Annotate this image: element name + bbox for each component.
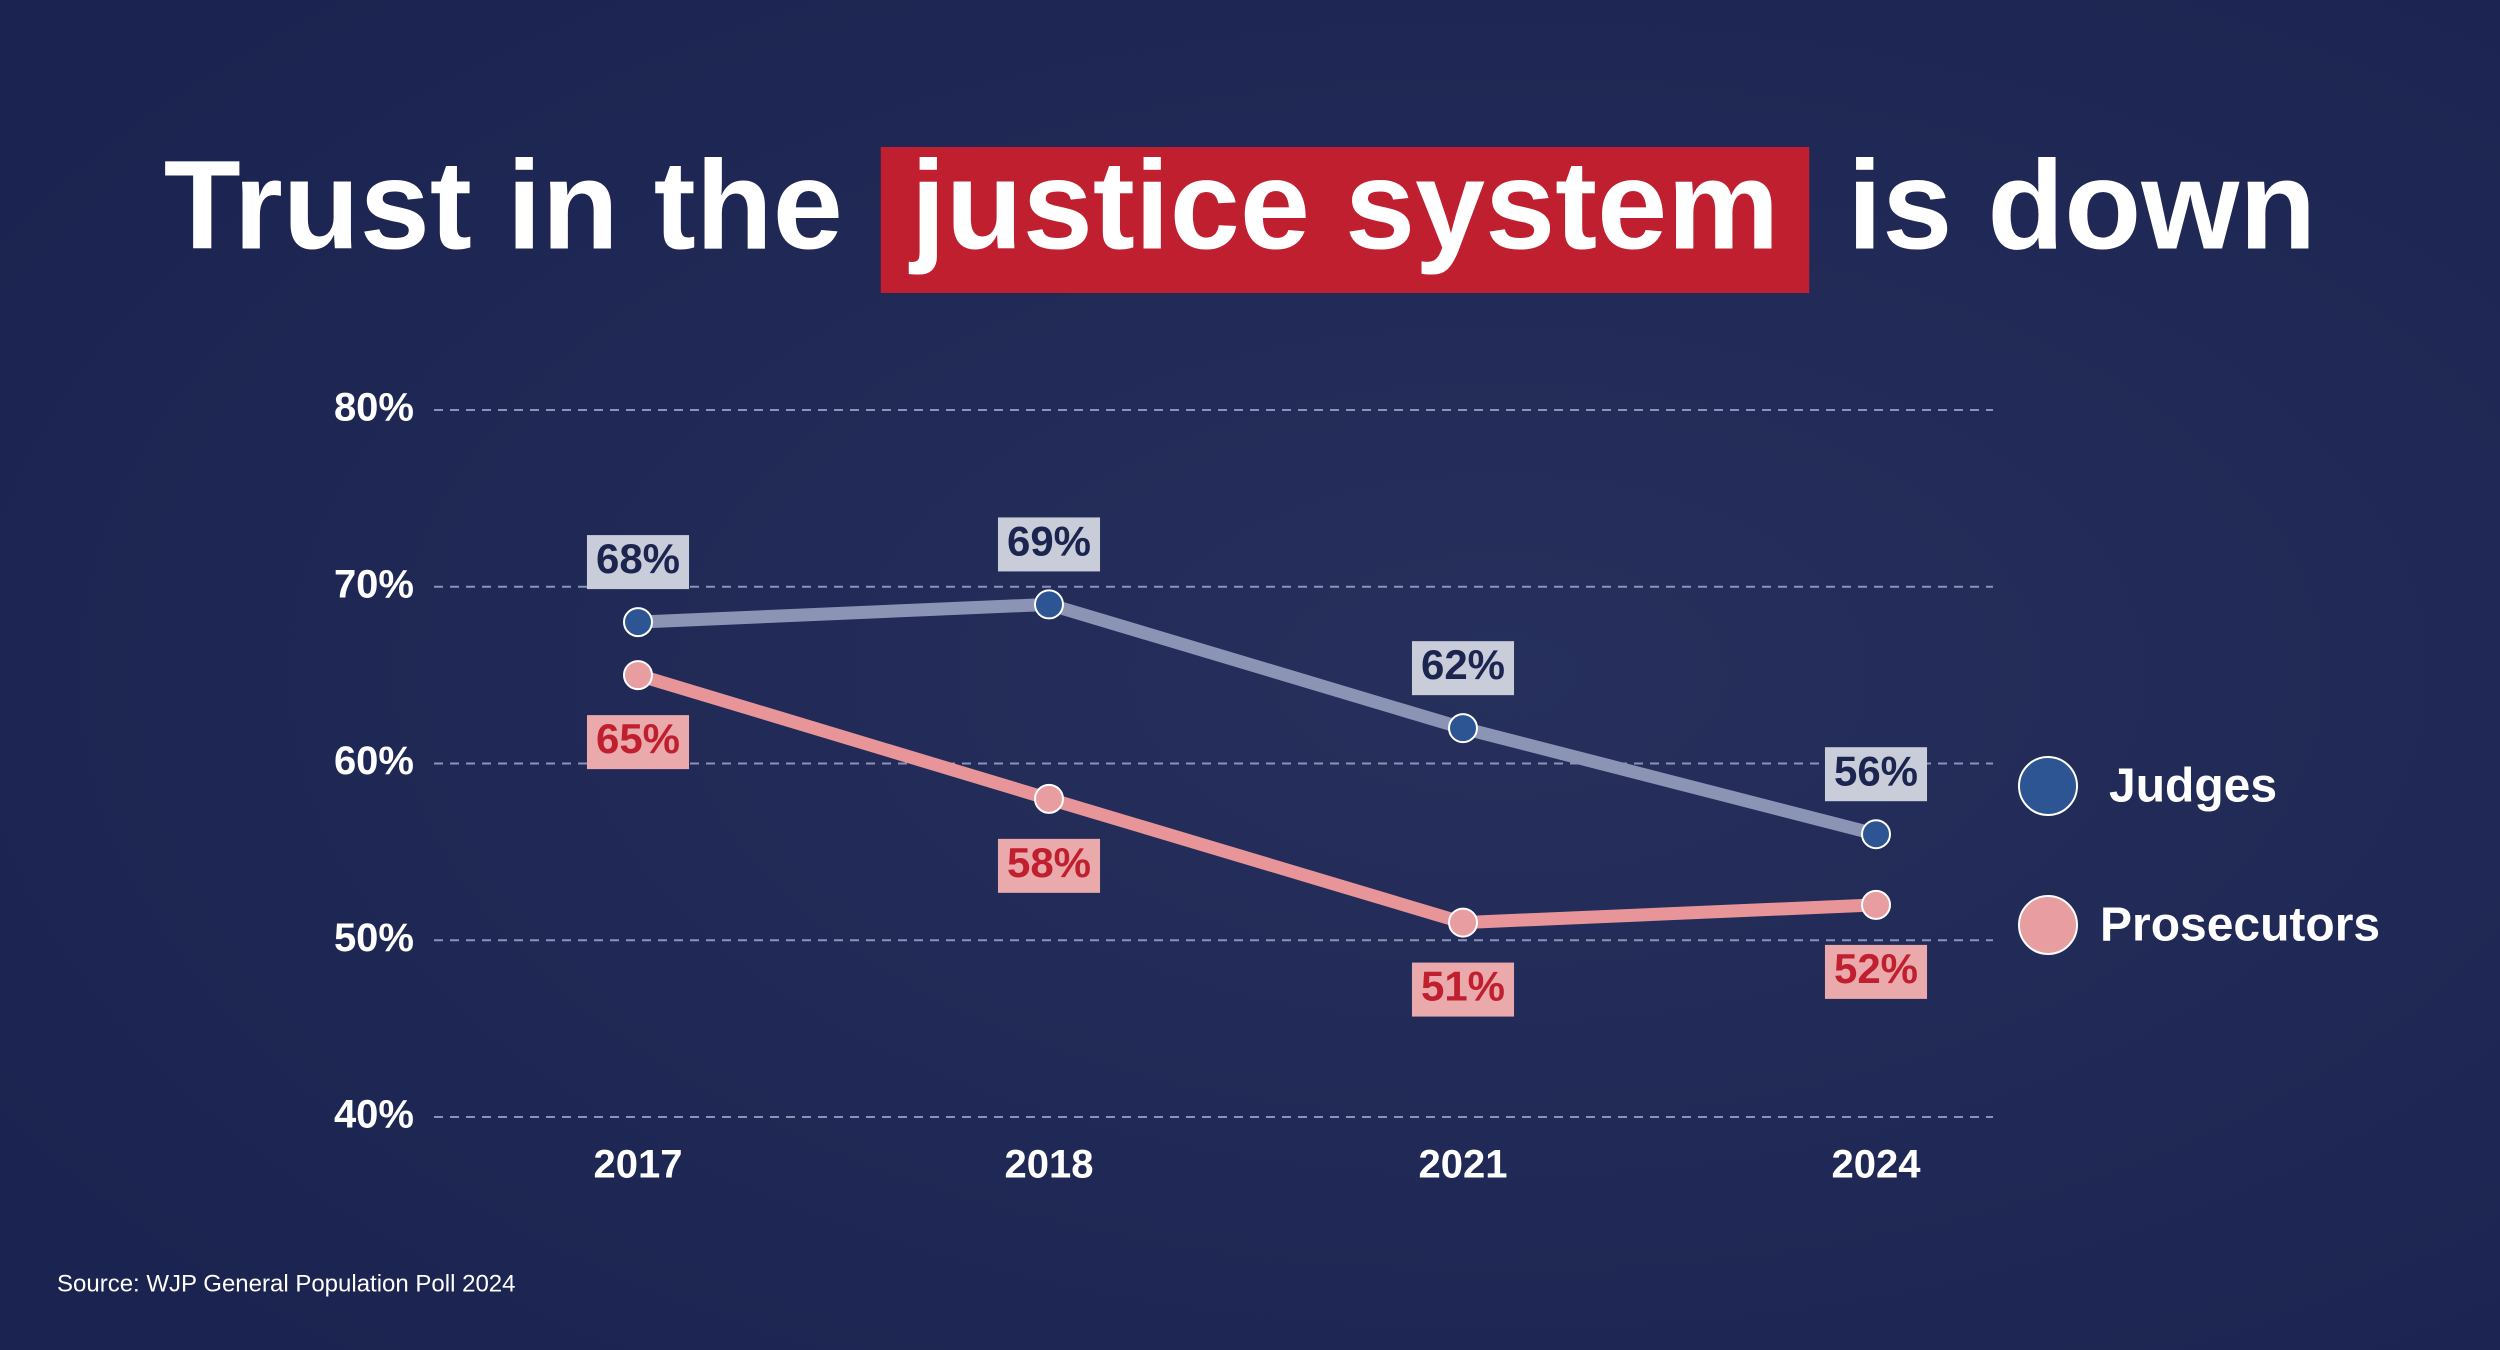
chart-title: justice system bbox=[909, 134, 1779, 275]
chart-title: is down bbox=[1847, 134, 2316, 275]
y-tick-label: 80% bbox=[334, 386, 414, 430]
data-label: 56% bbox=[1824, 747, 1928, 802]
x-tick-label: 2021 bbox=[1419, 1143, 1508, 1187]
data-label-box bbox=[997, 838, 1101, 893]
data-label-text: 51% bbox=[1421, 963, 1505, 1010]
x-tick-label: 2024 bbox=[1832, 1143, 1922, 1187]
data-label: 51% bbox=[1411, 962, 1515, 1017]
data-label: 68% bbox=[586, 535, 690, 590]
data-label: 58% bbox=[997, 838, 1101, 893]
source-note: Source: WJP General Population Poll 2024 bbox=[57, 1270, 516, 1297]
chart-title: Trust in the bbox=[164, 134, 843, 275]
data-label-text: 58% bbox=[1007, 839, 1091, 886]
y-tick-label: 50% bbox=[334, 916, 414, 960]
data-label-box bbox=[586, 715, 690, 770]
data-label-text: 52% bbox=[1834, 945, 1918, 992]
series-line bbox=[631, 668, 1883, 930]
point bbox=[1448, 907, 1478, 938]
data-label: 62% bbox=[1411, 641, 1515, 696]
y-tick-label: 40% bbox=[334, 1093, 414, 1137]
data-label: 52% bbox=[1824, 944, 1928, 999]
data-label-text: 62% bbox=[1421, 641, 1505, 688]
legend-label: Prosecutors bbox=[2100, 899, 2380, 952]
y-tick-label: 70% bbox=[334, 562, 414, 606]
legend-label: Judges bbox=[2109, 760, 2277, 813]
data-label-text: 69% bbox=[1007, 518, 1091, 565]
point bbox=[1861, 889, 1891, 920]
legend-marker bbox=[2018, 756, 2078, 816]
data-label-box bbox=[586, 535, 690, 590]
legend-marker bbox=[2018, 895, 2078, 955]
x-tick-label: 2017 bbox=[594, 1143, 683, 1187]
data-label-box bbox=[1824, 747, 1928, 802]
series-line bbox=[631, 597, 1883, 841]
data-label-text: 68% bbox=[596, 535, 680, 582]
point bbox=[623, 607, 653, 638]
point bbox=[623, 660, 653, 691]
data-label: 69% bbox=[997, 517, 1101, 572]
data-label-text: 65% bbox=[596, 715, 680, 762]
title-highlight bbox=[880, 147, 1810, 293]
data-label-box bbox=[1411, 962, 1515, 1017]
point bbox=[1861, 819, 1891, 850]
data-label-text: 56% bbox=[1834, 747, 1918, 794]
y-tick-label: 60% bbox=[334, 739, 414, 783]
x-tick-label: 2018 bbox=[1005, 1143, 1094, 1187]
point bbox=[1034, 783, 1064, 814]
data-label: 65% bbox=[586, 715, 690, 770]
data-label-box bbox=[1411, 641, 1515, 696]
data-label-box bbox=[1824, 944, 1928, 999]
data-label-box bbox=[997, 517, 1101, 572]
point bbox=[1448, 713, 1478, 744]
point bbox=[1034, 589, 1064, 620]
